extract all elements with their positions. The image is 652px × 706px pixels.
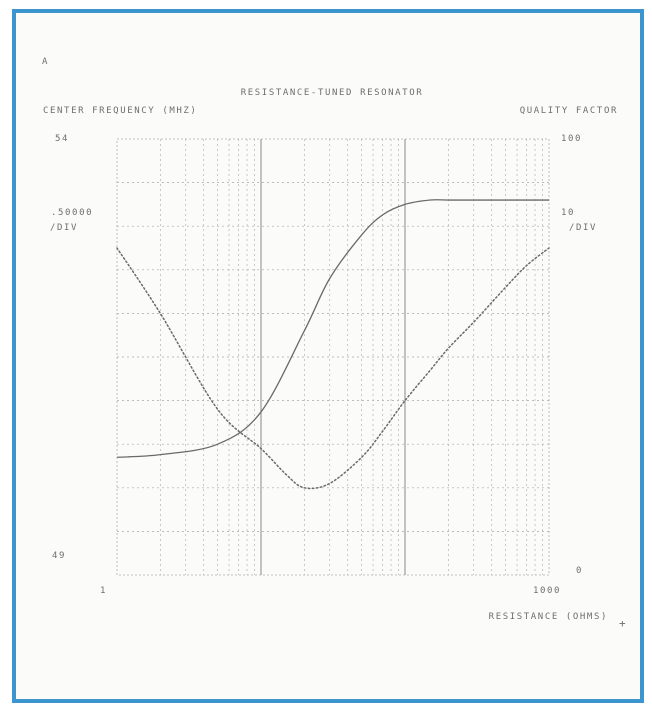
right-axis-unit: /DIV [569, 223, 597, 233]
chart-frame: A RESISTANCE-TUNED RESONATOR CENTER FREQ… [12, 9, 644, 703]
series-layer [116, 199, 550, 490]
x-tick-label-max: 1000 [533, 586, 561, 596]
x-tick-label-min: 1 [100, 586, 107, 596]
right-axis-scale: 10 [561, 208, 575, 218]
series-line-quality-factor [116, 247, 550, 490]
grid-lines [117, 139, 549, 575]
right-axis-top-value: 100 [561, 134, 582, 144]
chart-svg: A RESISTANCE-TUNED RESONATOR CENTER FREQ… [42, 57, 627, 630]
x-axis-label: RESISTANCE (OHMS) [489, 612, 608, 622]
corner-mark: A [42, 57, 49, 67]
right-axis-label: QUALITY FACTOR [520, 106, 618, 116]
right-axis-bottom-value: 0 [576, 566, 583, 576]
series-line-center-frequency [116, 199, 549, 458]
left-axis-label: CENTER FREQUENCY (MHZ) [43, 106, 197, 116]
cursor-mark: + [619, 617, 627, 630]
left-axis-top-value: 54 [55, 134, 69, 144]
plot-border [116, 138, 550, 576]
left-axis-scale: .50000 [51, 208, 93, 218]
left-axis-unit: /DIV [50, 223, 78, 233]
left-axis-bottom-value: 49 [52, 551, 66, 561]
chart-title: RESISTANCE-TUNED RESONATOR [241, 88, 423, 98]
